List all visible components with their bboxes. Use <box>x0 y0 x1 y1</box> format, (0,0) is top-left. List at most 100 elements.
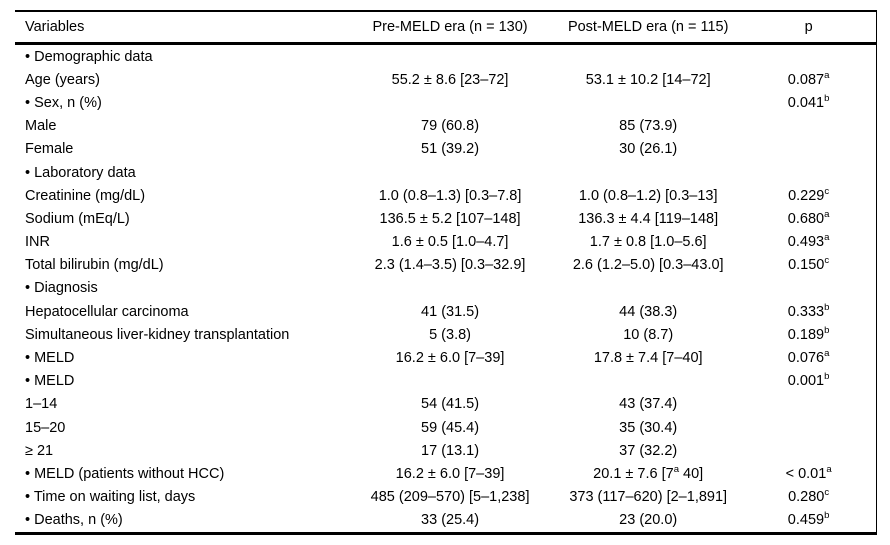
pre-meld-value-cell: 33 (25.4) <box>421 512 480 529</box>
column-header-p: p <box>741 11 877 45</box>
variable-cell: • MELD <box>25 350 75 367</box>
p-value-cell: 0.280c <box>788 487 830 506</box>
table-row: • Time on waiting list, days 485 (209–570… <box>15 486 877 509</box>
table-row: Simultaneous liver-kidney transplantatio… <box>15 323 877 346</box>
post-meld-value-cell: 2.6 (1.2–5.0) [0.3–43.0] <box>572 257 724 274</box>
pre-meld-value-cell: 16.2 ± 6.0 [7–39] <box>395 350 505 367</box>
variable-cell: 1–14 <box>25 396 58 413</box>
variable-cell: • MELD (patients without HCC) <box>25 465 225 482</box>
pre-meld-value-cell: 59 (45.4) <box>421 419 480 436</box>
pre-meld-value-cell <box>345 44 555 69</box>
variable-cell: Creatinine (mg/dL) <box>25 187 146 204</box>
pre-meld-value-cell: 16.2 ± 6.0 [7–39] <box>395 465 505 482</box>
p-value-cell: 0.076a <box>787 348 830 367</box>
table-row: Age (years) 55.2 ± 8.6 [23–72] 53.1 ± 10.2… <box>15 68 877 91</box>
table-row: 1–14 54 (41.5) 43 (37.4) <box>15 393 877 416</box>
table-row: • MELD 0.001b <box>15 370 877 393</box>
comparison-table: Variables Pre-MELD era (n = 130) Post-ME… <box>15 10 877 535</box>
table-row: • MELD (patients without HCC) 16.2 ± 6.0 … <box>15 462 877 485</box>
pre-meld-value-cell: 485 (209–570) [5–1,238] <box>370 489 530 506</box>
post-meld-value-cell: 1.0 (0.8–1.2) [0.3–13] <box>578 187 718 204</box>
variable-cell: • Demographic data <box>25 48 153 65</box>
table-row: • Deaths, n (%) 33 (25.4) 23 (20.0) 0.459b <box>15 509 877 534</box>
column-header-pre-meld: Pre-MELD era (n = 130) <box>344 11 556 45</box>
pre-meld-value-cell: 54 (41.5) <box>421 396 480 413</box>
p-value-cell <box>741 161 876 184</box>
pre-meld-value-cell <box>345 91 555 114</box>
post-meld-value-cell <box>555 44 741 69</box>
table-body: • Demographic data Age (years) 55.2 ± 8.6 … <box>15 44 877 534</box>
p-value-cell: 0.459b <box>787 510 830 529</box>
post-meld-value-cell: 373 (117–620) [2–1,891] <box>569 489 728 506</box>
post-meld-value-cell <box>555 370 741 393</box>
pre-meld-value-cell: 1.6 ± 0.5 [1.0–4.7] <box>391 234 509 251</box>
post-meld-value-cell: 17.8 ± 7.4 [7–40] <box>593 350 703 367</box>
table-row: Female 51 (39.2) 30 (26.1) <box>15 138 877 161</box>
variable-cell: • Diagnosis <box>25 280 98 297</box>
p-value-cell <box>741 439 876 462</box>
post-meld-value-cell: 23 (20.0) <box>619 512 678 529</box>
table-row: • Sex, n (%) 0.041b <box>15 91 877 114</box>
post-meld-value-cell: 44 (38.3) <box>619 303 678 320</box>
post-meld-value-cell <box>555 161 741 184</box>
table-row: Total bilirubin (mg/dL) 2.3 (1.4–3.5) [0.… <box>15 254 877 277</box>
pre-meld-value-cell: 17 (13.1) <box>421 442 480 459</box>
pre-meld-value-cell: 55.2 ± 8.6 [23–72] <box>391 71 509 88</box>
variable-cell: INR <box>25 234 50 251</box>
table-header-row: Variables Pre-MELD era (n = 130) Post-ME… <box>15 11 877 45</box>
variable-cell: • Laboratory data <box>25 164 136 181</box>
p-value-cell: 0.087a <box>787 69 830 88</box>
table-row: ≥ 21 17 (13.1) 37 (32.2) <box>15 439 877 462</box>
p-value-cell <box>741 277 876 300</box>
post-meld-value-cell: 43 (37.4) <box>619 396 678 413</box>
pre-meld-value-cell: 79 (60.8) <box>421 118 480 135</box>
column-header-post-meld: Post-MELD era (n = 115) <box>555 11 742 45</box>
p-value-cell: 0.001b <box>787 371 830 390</box>
pre-meld-value-cell: 1.0 (0.8–1.3) [0.3–7.8] <box>378 187 522 204</box>
post-meld-value-cell: 20.1 ± 7.6 [7a 40] <box>593 464 704 482</box>
variable-cell: • Deaths, n (%) <box>25 512 123 529</box>
p-value-cell: < 0.01a <box>785 464 832 482</box>
p-value-cell: 0.189b <box>787 325 830 343</box>
variable-cell: 15–20 <box>25 419 66 436</box>
p-value-cell: 0.041b <box>787 93 830 111</box>
variable-cell: Female <box>25 141 74 158</box>
table-row: Creatinine (mg/dL) 1.0 (0.8–1.3) [0.3–7.8… <box>15 184 877 207</box>
table-row: • Diagnosis <box>15 277 877 300</box>
p-value-cell: 0.229c <box>788 185 830 204</box>
pre-meld-value-cell: 136.5 ± 5.2 [107–148] <box>379 210 521 227</box>
p-value-cell <box>741 393 876 416</box>
post-meld-value-cell: 136.3 ± 4.4 [119–148] <box>578 210 719 227</box>
column-header-variables: Variables <box>15 11 345 45</box>
pre-meld-value-cell: 51 (39.2) <box>421 141 480 158</box>
p-value-cell <box>741 416 876 439</box>
p-value-cell: 0.493a <box>787 232 830 251</box>
comparison-table-container: Variables Pre-MELD era (n = 130) Post-ME… <box>15 10 877 535</box>
post-meld-value-cell: 30 (26.1) <box>619 141 678 158</box>
p-value-cell: 0.680a <box>787 209 830 227</box>
table-row: 15–20 59 (45.4) 35 (30.4) <box>15 416 877 439</box>
post-meld-value-cell: 10 (8.7) <box>623 326 674 343</box>
pre-meld-value-cell: 41 (31.5) <box>421 303 480 320</box>
table-row: • Demographic data <box>15 44 877 69</box>
variable-cell: ≥ 21 <box>25 442 54 459</box>
table-row: Male 79 (60.8) 85 (73.9) <box>15 115 877 138</box>
variable-cell: • Sex, n (%) <box>25 94 102 111</box>
table-row: Hepatocellular carcinoma 41 (31.5) 44 (38.… <box>15 300 877 323</box>
table-row: Sodium (mEq/L) 136.5 ± 5.2 [107–148] 136.3… <box>15 207 877 230</box>
post-meld-value-cell <box>555 277 741 300</box>
table-row: INR 1.6 ± 0.5 [1.0–4.7] 1.7 ± 0.8 [1.0–5.6… <box>15 231 877 254</box>
p-value-cell <box>741 115 876 138</box>
pre-meld-value-cell: 2.3 (1.4–3.5) [0.3–32.9] <box>374 257 526 274</box>
pre-meld-value-cell: 5 (3.8) <box>429 326 472 343</box>
post-meld-value-cell: 53.1 ± 10.2 [14–72] <box>585 71 711 88</box>
pre-meld-value-cell <box>345 161 555 184</box>
variable-cell: Male <box>25 118 57 135</box>
p-value-cell <box>741 44 876 69</box>
p-value-cell: 0.333b <box>787 301 830 320</box>
table-header: Variables Pre-MELD era (n = 130) Post-ME… <box>15 11 877 45</box>
post-meld-value-cell: 35 (30.4) <box>619 419 678 436</box>
post-meld-value-cell: 85 (73.9) <box>619 118 678 135</box>
post-meld-value-cell: 1.7 ± 0.8 [1.0–5.6] <box>589 234 707 251</box>
